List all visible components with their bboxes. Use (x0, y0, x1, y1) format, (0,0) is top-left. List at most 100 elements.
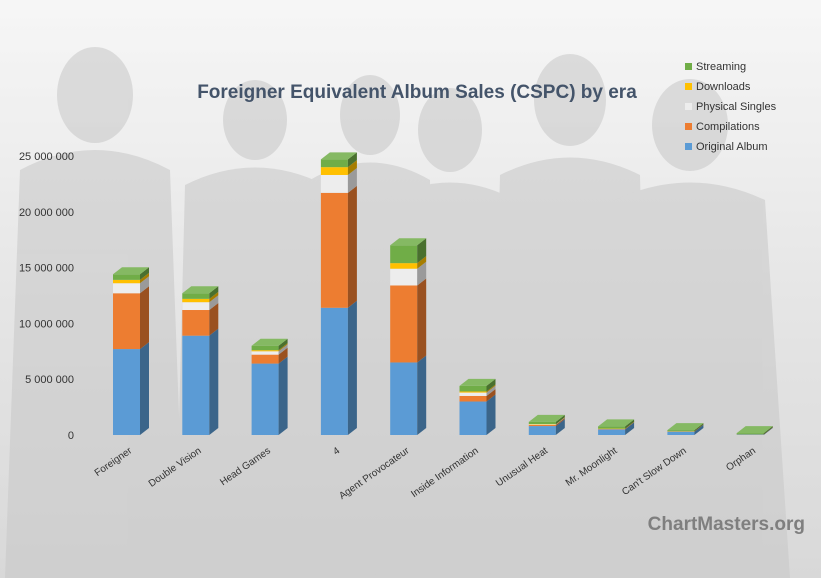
legend-item-downloads: Downloads (685, 81, 751, 93)
legend-label: Downloads (696, 81, 751, 93)
bar-segment-downloads (390, 263, 418, 269)
bar-side-compilations (140, 286, 149, 350)
bar-side-downloads (140, 272, 149, 284)
bar-top (598, 419, 635, 427)
bar-top (390, 238, 427, 246)
bar-top (251, 338, 288, 346)
legend-item-streaming: Streaming (685, 61, 746, 73)
legend-item-original-album: Original Album (685, 141, 768, 153)
bar-segment-streaming (113, 274, 140, 280)
y-tick-label: 25 000 000 (19, 151, 74, 163)
bar-top (736, 426, 773, 434)
legend-item-physical-singles: Physical Singles (685, 101, 777, 113)
bar-side-streaming (417, 238, 427, 264)
bar-segment-streaming (320, 159, 348, 168)
bar-stack-1 (182, 286, 219, 435)
bar-segment-streaming (251, 345, 279, 351)
bar-side-original-album (140, 342, 149, 435)
legend-swatch (685, 143, 692, 150)
bar-segment-compilations (528, 424, 556, 427)
bar-top (459, 378, 496, 386)
bar-side-downloads (209, 291, 219, 303)
bar-segment-streaming (390, 245, 418, 264)
bar-top (528, 414, 565, 422)
bar-segment-physical-singles (459, 392, 487, 396)
bar-segment-compilations (390, 285, 418, 363)
bar-segment-streaming (182, 293, 210, 299)
bar-side-original-album (763, 427, 773, 435)
bar-top (182, 286, 219, 294)
bar-side-streaming (140, 267, 149, 280)
bar-segment-physical-singles (390, 268, 418, 286)
bar-segment-downloads (113, 279, 140, 284)
bar-segment-physical-singles (113, 283, 140, 294)
bar-segment-streaming (598, 426, 626, 429)
bar-side-compilations (278, 347, 288, 364)
bar-segment-original-album (251, 363, 279, 435)
bar-segment-compilations (251, 354, 279, 364)
bar-segment-original-album (459, 401, 487, 435)
bar-side-compilations (555, 417, 565, 427)
bar-side-streaming (694, 423, 704, 432)
bar-segment-streaming (736, 433, 764, 435)
bar-stack-5 (459, 378, 496, 435)
bar-side-physical-singles (278, 344, 288, 355)
x-tick-label: 4 (331, 445, 342, 457)
bar-segment-downloads (251, 350, 279, 352)
bar-side-streaming (763, 426, 773, 435)
legend-label: Streaming (696, 61, 746, 73)
bar-side-physical-singles (555, 417, 565, 425)
bar-segment-original-album (598, 429, 626, 435)
bar-side-original-album (625, 422, 635, 435)
bar-side-original-album (555, 419, 565, 435)
bar-side-streaming (486, 378, 496, 392)
bar-segment-original-album (182, 335, 210, 435)
bar-side-downloads (417, 256, 427, 269)
bar-segment-streaming (459, 385, 487, 392)
bar-side-streaming (209, 286, 219, 299)
bar-segment-physical-singles (182, 302, 210, 311)
bar-segment-downloads (182, 298, 210, 303)
bar-stack-0 (113, 267, 149, 435)
bar-segment-downloads (459, 391, 487, 393)
bar-side-original-album (417, 355, 427, 435)
watermark: ChartMasters.org (648, 514, 805, 535)
bar-segment-compilations (182, 310, 210, 336)
bar-segment-compilations (598, 428, 626, 430)
legend-label: Compilations (696, 121, 760, 133)
bar-side-compilations (417, 278, 427, 363)
bar-side-original-album (278, 356, 288, 435)
bar-side-streaming (625, 419, 635, 429)
bar-side-streaming (555, 414, 565, 425)
legend-item-compilations: Compilations (685, 121, 760, 133)
bar-segment-compilations (320, 192, 348, 308)
bar-side-streaming (347, 152, 357, 168)
bar-side-downloads (278, 343, 288, 352)
bar-side-physical-singles (209, 295, 219, 311)
chart-title: Foreigner Equivalent Album Sales (CSPC) … (197, 82, 637, 103)
bar-stack-2 (251, 338, 288, 435)
bar-stack-8 (667, 423, 704, 435)
bar-segment-compilations (459, 395, 487, 402)
bar-side-compilations (209, 303, 219, 336)
bar-side-streaming (278, 338, 288, 351)
bar-side-original-album (347, 300, 357, 435)
bar-segment-compilations (113, 293, 140, 350)
bar-segment-original-album (736, 434, 764, 435)
bar-side-original-album (694, 424, 704, 435)
legend-swatch (685, 63, 692, 70)
bar-stack-9 (736, 426, 773, 435)
y-tick-label: 15 000 000 (19, 263, 74, 275)
bar-side-compilations (486, 388, 496, 402)
bar-side-physical-singles (140, 276, 149, 294)
bar-segment-original-album (320, 307, 348, 435)
bar-segment-physical-singles (251, 351, 279, 355)
bar-segment-original-album (390, 362, 418, 435)
bar-stack-4 (390, 238, 427, 435)
bar-segment-downloads (528, 423, 556, 425)
bar-side-downloads (347, 160, 357, 175)
bar-segment-original-album (528, 426, 556, 435)
bar-segment-physical-singles (528, 424, 556, 425)
